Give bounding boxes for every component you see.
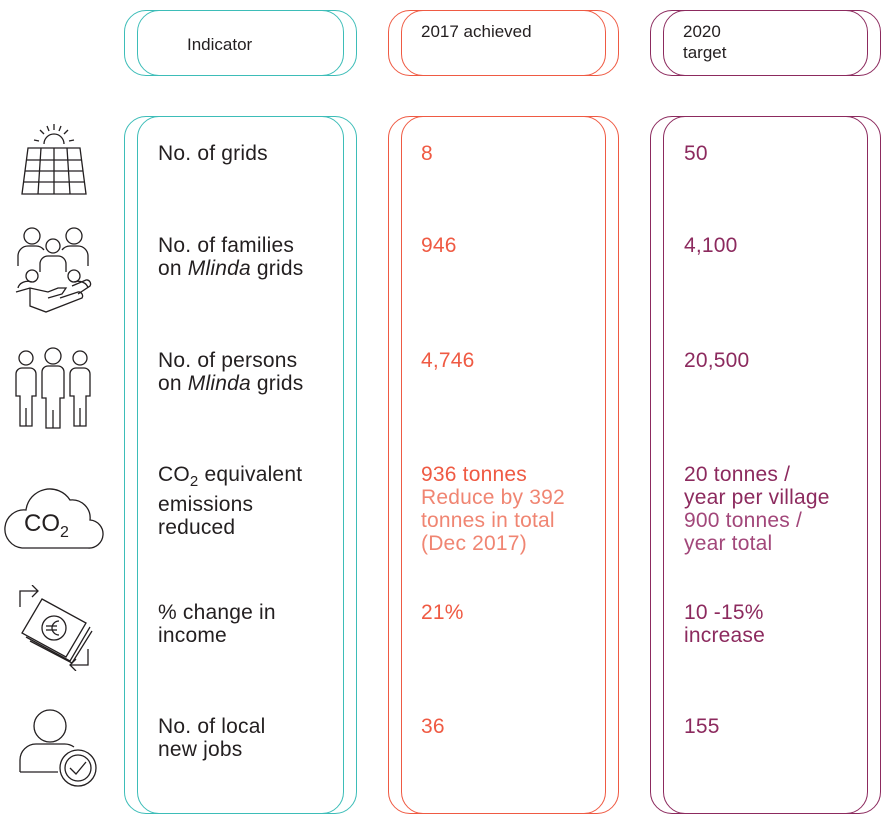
families-hand-icon (12, 226, 96, 318)
indicator-persons: No. of persons on Mlinda grids (158, 349, 303, 395)
achieved-co2-detail-3: (Dec 2017) (421, 532, 527, 555)
indicator-co2-line2: emissions (158, 493, 254, 517)
target-co2: 20 tonnes / year per village 900 tonnes … (684, 463, 830, 555)
indicator-persons-brand: Mlinda (187, 372, 251, 395)
indicator-column-frame-front (137, 116, 357, 814)
target-header-frame-front (663, 10, 881, 76)
indicator-persons-line2: on Mlinda grids (158, 372, 303, 395)
target-jobs: 155 (684, 715, 720, 738)
co2-icon-text: CO2 (24, 510, 69, 542)
indicator-header-frame-front (137, 10, 357, 76)
target-families: 4,100 (684, 234, 738, 257)
indicator-grids: No. of grids (158, 142, 268, 165)
indicator-jobs-line2: new jobs (158, 738, 243, 761)
achieved-co2: 936 tonnes Reduce by 392 tonnes in total… (421, 463, 565, 555)
indicator-families-line2: on Mlinda grids (158, 257, 303, 280)
indicator-families-suffix: grids (250, 257, 304, 280)
indicator-co2: CO2 equivalent emissions reduced (158, 463, 302, 539)
indicator-co2-suffix: equivalent (198, 463, 303, 486)
target-income: 10 -15% increase (684, 601, 765, 647)
achieved-families: 946 (421, 234, 457, 257)
target-header: 2020 target (683, 21, 726, 63)
indicator-co2-line1: CO2 equivalent (158, 463, 302, 493)
target-co2-main-2: year per village (684, 486, 830, 509)
achieved-header-frame-front (401, 10, 619, 76)
indicator-grids-line1: No. of grids (158, 142, 268, 165)
indicator-jobs: No. of local new jobs (158, 715, 265, 761)
target-header-line2: target (683, 43, 727, 62)
target-column-frame-front (663, 116, 881, 814)
co2-icon-prefix: CO (24, 510, 60, 537)
indicator-jobs-line1: No. of local (158, 715, 266, 738)
indicator-co2-sub: 2 (189, 473, 199, 491)
target-income-line1: 10 -15% (684, 601, 764, 624)
achieved-co2-main: 936 tonnes (421, 463, 527, 486)
target-header-line1: 2020 (683, 22, 721, 41)
indicator-income-line2: income (158, 624, 227, 647)
indicator-persons-prefix: on (158, 372, 188, 395)
co2-icon-sub: 2 (60, 523, 69, 541)
achieved-co2-detail-2: tonnes in total (421, 509, 555, 532)
indicator-persons-line1: No. of persons (158, 349, 298, 372)
achieved-column-frame-front (401, 116, 619, 814)
indicator-co2-prefix: CO (158, 463, 190, 486)
user-check-icon (14, 706, 102, 788)
indicator-families-prefix: on (158, 257, 188, 280)
target-co2-detail-2: year total (684, 532, 773, 555)
achieved-jobs: 36 (421, 715, 445, 738)
indicator-co2-line3: reduced (158, 516, 236, 540)
indicator-income-line1: % change in (158, 601, 276, 624)
target-income-line2: increase (684, 624, 765, 647)
euro-money-exchange-icon (14, 585, 94, 671)
achieved-persons: 4,746 (421, 349, 475, 372)
indicator-persons-suffix: grids (250, 372, 304, 395)
solar-panel-icon (14, 120, 94, 198)
indicator-families: No. of families on Mlinda grids (158, 234, 303, 280)
indicator-families-brand: Mlinda (187, 257, 251, 280)
target-persons: 20,500 (684, 349, 750, 372)
achieved-co2-detail-1: Reduce by 392 (421, 486, 565, 509)
achieved-income: 21% (421, 601, 464, 624)
achieved-grids: 8 (421, 142, 433, 165)
indicator-header: Indicator (187, 35, 253, 54)
target-grids: 50 (684, 142, 708, 165)
indicator-families-line1: No. of families (158, 234, 295, 257)
target-co2-detail-1: 900 tonnes / (684, 509, 802, 532)
target-co2-main-1: 20 tonnes / (684, 463, 791, 486)
persons-group-icon (12, 346, 94, 430)
indicator-income: % change in income (158, 601, 276, 647)
achieved-header: 2017 achieved (421, 22, 532, 41)
co2-cloud-icon: CO2 (4, 470, 104, 552)
